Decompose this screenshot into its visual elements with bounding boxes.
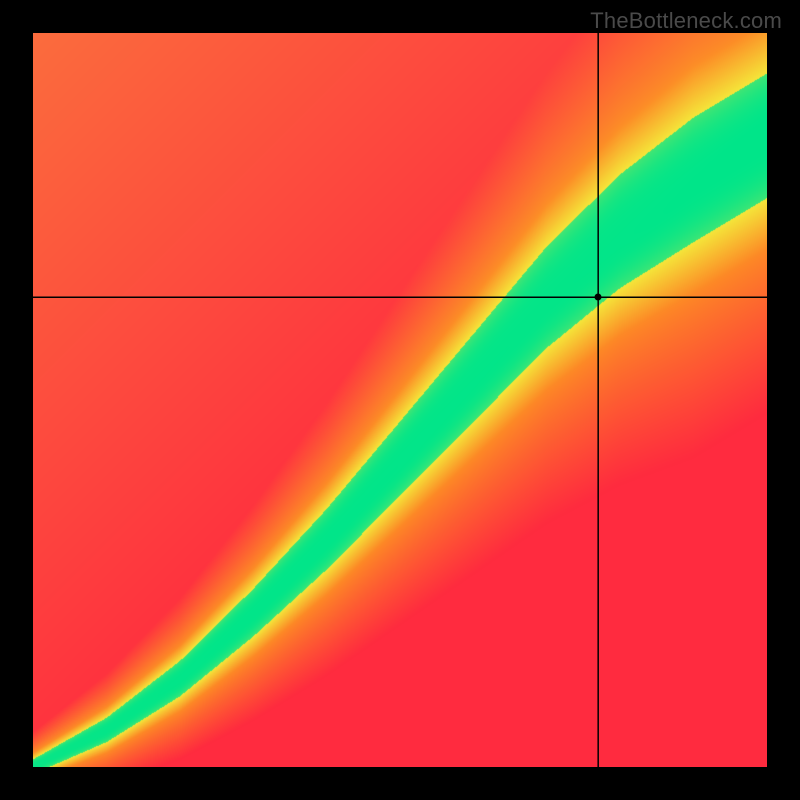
crosshair-marker — [595, 294, 602, 301]
bottleneck-heatmap — [33, 33, 767, 767]
plot-area — [33, 33, 767, 767]
chart-container: TheBottleneck.com — [0, 0, 800, 800]
watermark-label: TheBottleneck.com — [590, 8, 782, 34]
